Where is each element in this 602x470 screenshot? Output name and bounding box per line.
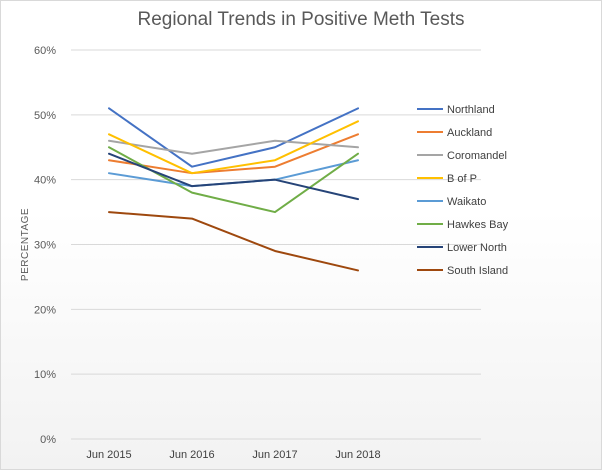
x-tick-label: Jun 2017 (252, 449, 297, 461)
y-tick-label: 60% (34, 45, 56, 57)
x-tick-label: Jun 2016 (169, 449, 214, 461)
series-line-northland (108, 107, 359, 168)
y-tick-label: 0% (40, 434, 56, 446)
y-tick-label: 20% (34, 304, 56, 316)
legend-label: Northland (447, 104, 495, 116)
y-tick-label: 40% (34, 175, 56, 187)
legend-label: Hawkes Bay (447, 219, 509, 231)
legend-label: Auckland (447, 127, 492, 139)
y-tick-label: 50% (34, 110, 56, 122)
legend-label: B of P (447, 173, 477, 185)
series-line-lower-north (108, 152, 359, 201)
legend-label: Waikato (447, 196, 486, 208)
y-tick-label: 10% (34, 369, 56, 381)
y-tick-label: 30% (34, 240, 56, 252)
legend-label: South Island (447, 265, 508, 277)
series-line-auckland (108, 133, 359, 175)
series-line-south-island (108, 211, 359, 272)
series-line-b-of-p (108, 120, 359, 175)
legend-label: Coromandel (447, 150, 507, 162)
series-line-coromandel (108, 139, 359, 155)
x-tick-label: Jun 2015 (86, 449, 131, 461)
x-tick-label: Jun 2018 (335, 449, 380, 461)
legend-label: Lower North (447, 242, 507, 254)
y-axis-title: PERCENTAGE (20, 208, 31, 281)
chart-title: Regional Trends in Positive Meth Tests (137, 9, 465, 30)
